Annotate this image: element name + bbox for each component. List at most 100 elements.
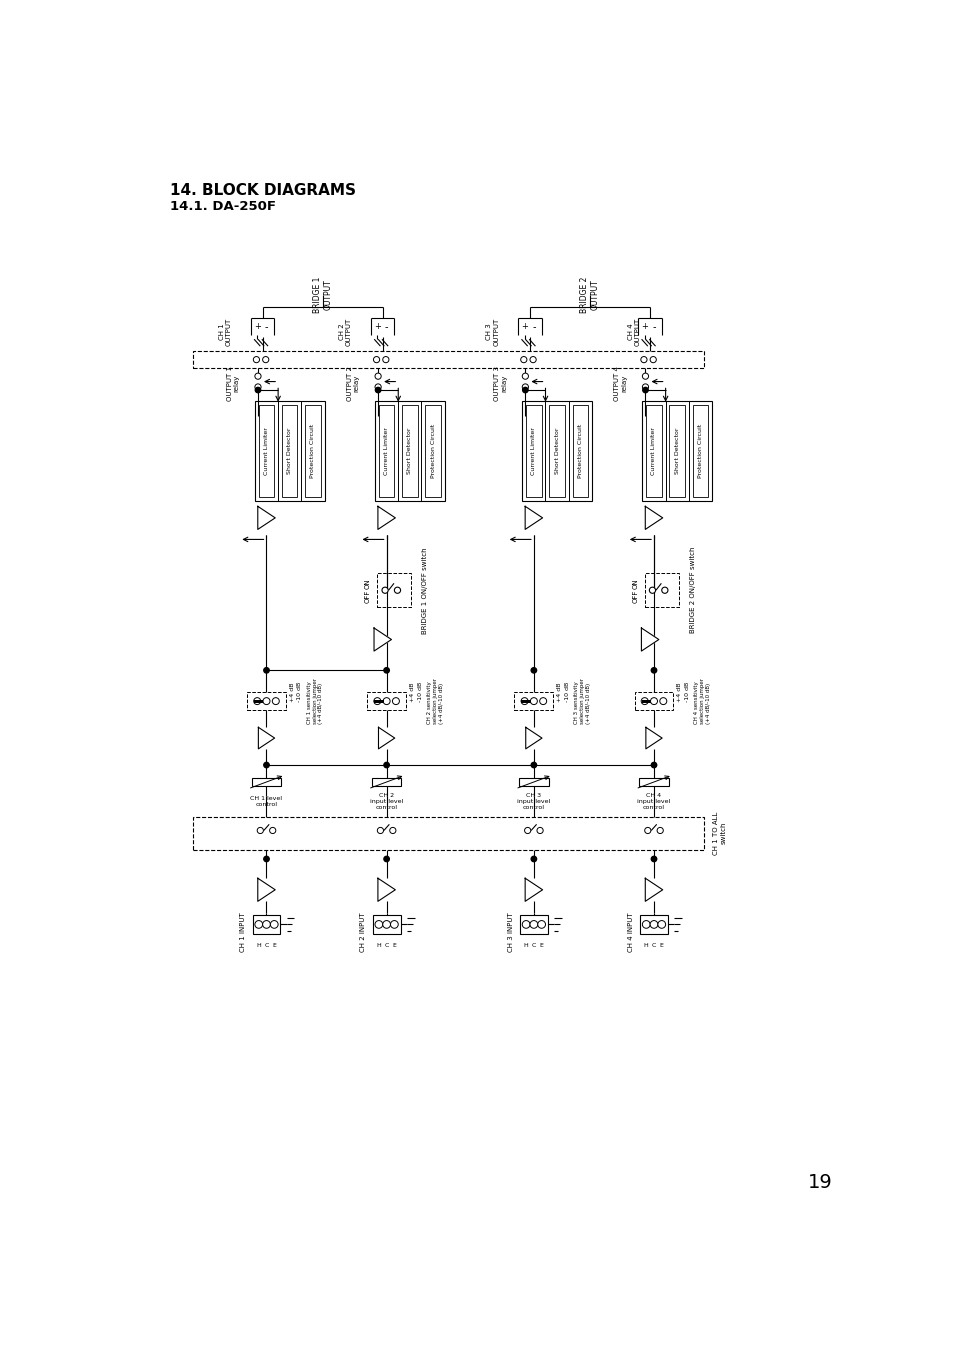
Polygon shape: [640, 628, 659, 651]
Text: -10 dB: -10 dB: [417, 682, 422, 703]
Circle shape: [374, 697, 380, 705]
Text: +4 dB: +4 dB: [677, 682, 681, 701]
Bar: [252, 778, 281, 786]
Text: CH 3 sensitivity
selection jumper
(+4 dB/-10 dB): CH 3 sensitivity selection jumper (+4 dB…: [574, 678, 590, 724]
Text: OUTPUT 3
relay: OUTPUT 3 relay: [494, 366, 506, 401]
Bar: [253, 700, 263, 703]
Circle shape: [257, 827, 263, 834]
Text: E: E: [659, 943, 663, 948]
Text: H: H: [256, 943, 261, 948]
Text: E: E: [539, 943, 543, 948]
Circle shape: [641, 384, 648, 390]
Circle shape: [382, 920, 390, 928]
Polygon shape: [374, 628, 391, 651]
Circle shape: [650, 697, 657, 705]
Text: H: H: [376, 943, 381, 948]
Text: Current Limiter: Current Limiter: [531, 427, 536, 474]
Bar: [247, 692, 286, 711]
Circle shape: [262, 357, 269, 362]
Bar: [378, 405, 394, 497]
Circle shape: [530, 357, 536, 362]
Circle shape: [373, 357, 379, 362]
Text: E: E: [272, 943, 276, 948]
Polygon shape: [524, 878, 542, 901]
Circle shape: [254, 920, 262, 928]
Text: -10 dB: -10 dB: [564, 682, 569, 703]
Bar: [193, 816, 703, 850]
Text: H: H: [523, 943, 528, 948]
Circle shape: [531, 762, 536, 767]
Text: CH 1
OUTPUT: CH 1 OUTPUT: [218, 317, 232, 346]
Bar: [375, 401, 444, 501]
Text: C: C: [531, 943, 536, 948]
Bar: [373, 915, 400, 934]
Polygon shape: [644, 507, 662, 530]
Text: CH 4
OUTPUT: CH 4 OUTPUT: [627, 317, 640, 346]
Circle shape: [537, 827, 542, 834]
Circle shape: [640, 357, 646, 362]
Text: -: -: [265, 322, 268, 332]
Polygon shape: [257, 878, 274, 901]
Text: H: H: [643, 943, 648, 948]
Text: CH 4 INPUT: CH 4 INPUT: [627, 912, 633, 952]
Bar: [367, 692, 406, 711]
Text: CH 4
input level
control: CH 4 input level control: [637, 793, 670, 809]
Text: Current Limiter: Current Limiter: [384, 427, 389, 474]
Text: CH 3
OUTPUT: CH 3 OUTPUT: [486, 317, 498, 346]
Circle shape: [520, 697, 528, 705]
Text: Short Detector: Short Detector: [407, 428, 412, 474]
Circle shape: [375, 920, 382, 928]
Text: CH 2 INPUT: CH 2 INPUT: [360, 912, 366, 952]
Bar: [639, 778, 668, 786]
Polygon shape: [378, 727, 395, 748]
Text: ON: ON: [632, 578, 638, 589]
Text: OUTPUT 2
relay: OUTPUT 2 relay: [347, 366, 359, 401]
Text: +4 dB: +4 dB: [557, 682, 561, 701]
Text: C: C: [384, 943, 389, 948]
Circle shape: [254, 384, 261, 390]
Text: Protection Circuit: Protection Circuit: [578, 424, 582, 478]
Circle shape: [649, 920, 658, 928]
Bar: [374, 700, 383, 703]
Circle shape: [383, 857, 389, 862]
Text: Short Detector: Short Detector: [674, 428, 679, 474]
Bar: [305, 405, 320, 497]
Circle shape: [394, 588, 400, 593]
Circle shape: [521, 373, 528, 380]
Bar: [644, 573, 679, 607]
Text: Current Limiter: Current Limiter: [264, 427, 269, 474]
Bar: [425, 405, 440, 497]
Bar: [521, 401, 592, 501]
Circle shape: [383, 697, 390, 705]
Circle shape: [649, 357, 656, 362]
Circle shape: [641, 373, 648, 380]
Text: Short Detector: Short Detector: [287, 428, 292, 474]
Bar: [258, 405, 274, 497]
Circle shape: [383, 762, 389, 767]
Text: ON: ON: [365, 578, 371, 589]
Circle shape: [253, 357, 259, 362]
Text: CH 1 level
control: CH 1 level control: [251, 796, 282, 807]
Bar: [253, 915, 280, 934]
Polygon shape: [377, 878, 395, 901]
Circle shape: [264, 762, 269, 767]
Bar: [514, 692, 553, 711]
Circle shape: [253, 697, 260, 705]
Bar: [641, 401, 711, 501]
Text: CH 2 sensitivity
selection jumper
(+4 dB/-10 dB): CH 2 sensitivity selection jumper (+4 dB…: [427, 678, 443, 724]
Polygon shape: [377, 507, 395, 530]
Polygon shape: [525, 727, 541, 748]
Bar: [518, 778, 548, 786]
Circle shape: [264, 857, 269, 862]
Circle shape: [651, 857, 656, 862]
Bar: [645, 405, 661, 497]
Polygon shape: [257, 507, 274, 530]
Bar: [669, 405, 684, 497]
Text: -10 dB: -10 dB: [297, 682, 302, 703]
Circle shape: [644, 827, 650, 834]
Polygon shape: [644, 878, 662, 901]
Polygon shape: [645, 727, 661, 748]
Text: +4 dB: +4 dB: [410, 682, 415, 701]
Bar: [372, 778, 401, 786]
Circle shape: [651, 667, 656, 673]
